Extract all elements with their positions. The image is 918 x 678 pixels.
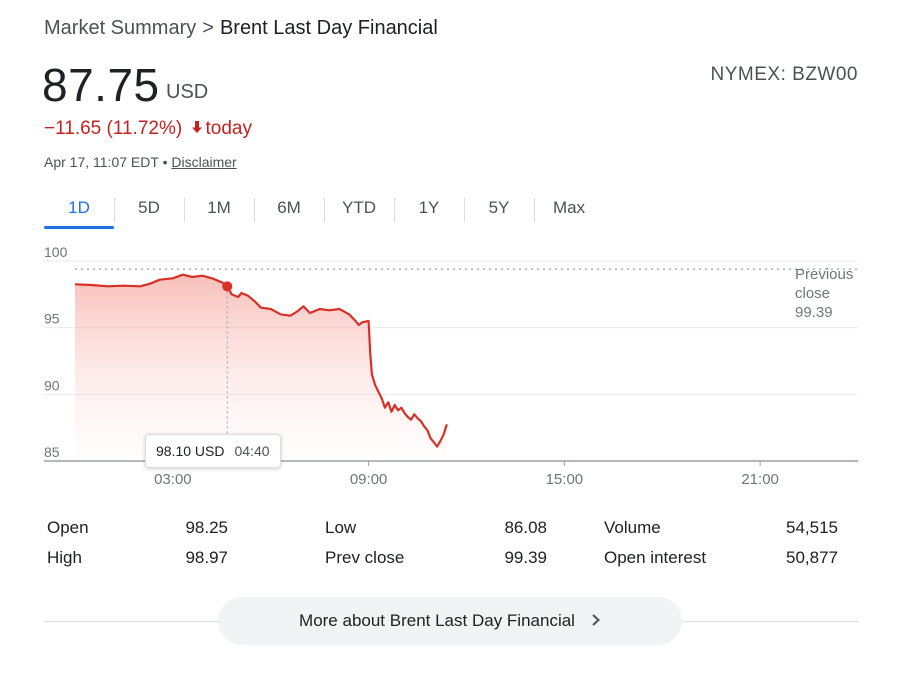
breadcrumb: Market Summary > Brent Last Day Financial	[44, 17, 438, 40]
price-currency: USD	[166, 81, 209, 103]
stat-value-volume: 54,515	[786, 518, 838, 537]
change-suffix: today	[205, 118, 252, 139]
stat-value-high: 98.97	[185, 548, 228, 567]
stat-value-low: 86.08	[504, 518, 547, 537]
stat-label-high: High	[47, 548, 82, 567]
x-tick-label: 15:00	[546, 471, 584, 488]
price-area	[75, 274, 447, 461]
current-price: 87.75	[42, 59, 160, 111]
more-about-label: More about Brent Last Day Financial	[299, 611, 575, 630]
stat-label-open-interest: Open interest	[604, 548, 707, 567]
tab-max[interactable]: Max	[534, 193, 604, 225]
quote-meta: Apr 17, 11:07 EDT • Disclaimer	[44, 154, 237, 170]
stat-value-open-interest: 50,877	[786, 548, 838, 567]
y-tick-label: 90	[44, 377, 60, 393]
y-tick-label: 95	[44, 311, 60, 327]
tab-5y[interactable]: 5Y	[464, 193, 534, 225]
meta-bullet: •	[162, 154, 168, 170]
tab-ytd[interactable]: YTD	[324, 193, 394, 225]
tab-1y[interactable]: 1Y	[394, 193, 464, 225]
price-chart[interactable]: 100 95 90 85 03:00 09:00 15:00 21:00 Previous clo…	[0, 240, 918, 500]
range-tabs: 1D 5D 1M 6M YTD 1Y 5Y Max	[44, 193, 604, 229]
quote-timestamp: Apr 17, 11:07 EDT	[44, 154, 159, 170]
ticker-symbol: NYMEX: BZW00	[710, 64, 858, 85]
price-change: −11.65 (11.72%) today	[44, 118, 252, 140]
stat-label-prev-close: Prev close	[325, 548, 405, 567]
breadcrumb-root[interactable]: Market Summary	[44, 17, 197, 39]
more-about-button[interactable]: More about Brent Last Day Financial	[218, 597, 682, 645]
tooltip-value: 98.10 USD	[156, 443, 225, 459]
stat-label-low: Low	[325, 518, 357, 537]
previous-close-label: Previous	[795, 266, 853, 283]
chart-tooltip: 98.10 USD 04:40	[145, 434, 281, 468]
tooltip-time: 04:40	[234, 443, 270, 459]
stat-label-volume: Volume	[604, 518, 661, 537]
previous-close-label: 99.39	[795, 304, 833, 321]
x-tick-label: 21:00	[741, 471, 779, 488]
chevron-right-icon	[591, 611, 601, 632]
disclaimer-link[interactable]: Disclaimer	[171, 154, 237, 170]
stat-label-open: Open	[47, 518, 89, 537]
x-tick-label: 03:00	[154, 471, 192, 488]
price-line	[74, 273, 448, 448]
tab-1m[interactable]: 1M	[184, 193, 254, 225]
y-tick-label: 85	[44, 444, 60, 460]
breadcrumb-current: Brent Last Day Financial	[219, 17, 438, 39]
change-value: −11.65 (11.72%)	[44, 118, 183, 139]
previous-close-label: close	[795, 285, 830, 302]
tab-5d[interactable]: 5D	[114, 193, 184, 225]
x-tick-label: 09:00	[350, 471, 388, 488]
tab-6m[interactable]: 6M	[254, 193, 324, 225]
stat-value-open: 98.25	[185, 518, 228, 537]
highlight-point	[222, 281, 233, 292]
stat-value-prev-close: 99.39	[504, 548, 547, 567]
tab-1d[interactable]: 1D	[44, 193, 114, 229]
y-tick-label: 100	[44, 244, 68, 260]
arrow-down-icon	[191, 118, 203, 140]
breadcrumb-separator: >	[202, 17, 214, 39]
